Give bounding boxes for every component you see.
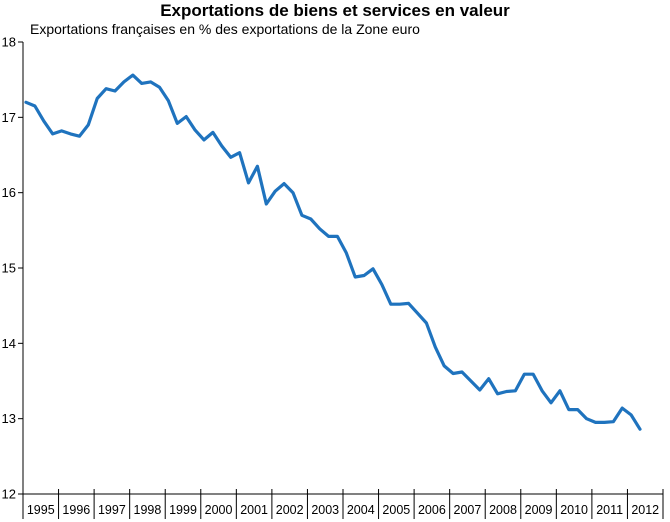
x-tick-label: 1996 xyxy=(62,503,90,517)
x-tick-label: 2007 xyxy=(454,503,482,517)
chart-title: Exportations de biens et services en val… xyxy=(160,1,510,20)
x-tick-label: 2003 xyxy=(311,503,339,517)
chart-axes xyxy=(22,42,663,495)
x-tick-label: 1998 xyxy=(134,503,162,517)
x-tick-label: 2009 xyxy=(525,503,553,517)
y-tick-label: 16 xyxy=(2,185,16,200)
x-tick-label: 2005 xyxy=(382,503,410,517)
series-layer xyxy=(24,73,642,431)
y-tick-label: 14 xyxy=(2,336,16,351)
x-tick-label: 2006 xyxy=(418,503,446,517)
x-axis: 1995 1996 1997 1998 1999 2000 2001 2002 2003 2004… xyxy=(22,489,664,519)
x-tick-label: 1999 xyxy=(169,503,197,517)
x-tick-label: 2010 xyxy=(560,503,588,517)
series-line-0 xyxy=(24,73,642,431)
x-tick-label: 2002 xyxy=(276,503,304,517)
y-tick-label: 17 xyxy=(2,110,16,125)
x-tick-label: 2008 xyxy=(489,503,517,517)
x-tick-label: 2011 xyxy=(596,503,623,517)
chart-subtitle: Exportations françaises en % des exporta… xyxy=(30,21,420,37)
x-tick-label: 2012 xyxy=(631,503,659,517)
x-tick-label: 1995 xyxy=(27,503,55,517)
y-tick-label: 12 xyxy=(2,487,16,502)
x-tick-label: 2004 xyxy=(347,503,375,517)
y-tick-label: 18 xyxy=(2,35,16,50)
y-tick-label: 15 xyxy=(2,261,16,276)
x-tick-label: 2000 xyxy=(205,503,233,517)
y-axis: 12 13 14 15 16 17 18 xyxy=(2,35,23,502)
x-tick-label: 2001 xyxy=(240,503,268,517)
x-tick-label: 1997 xyxy=(98,503,126,517)
y-tick-label: 13 xyxy=(2,411,16,426)
